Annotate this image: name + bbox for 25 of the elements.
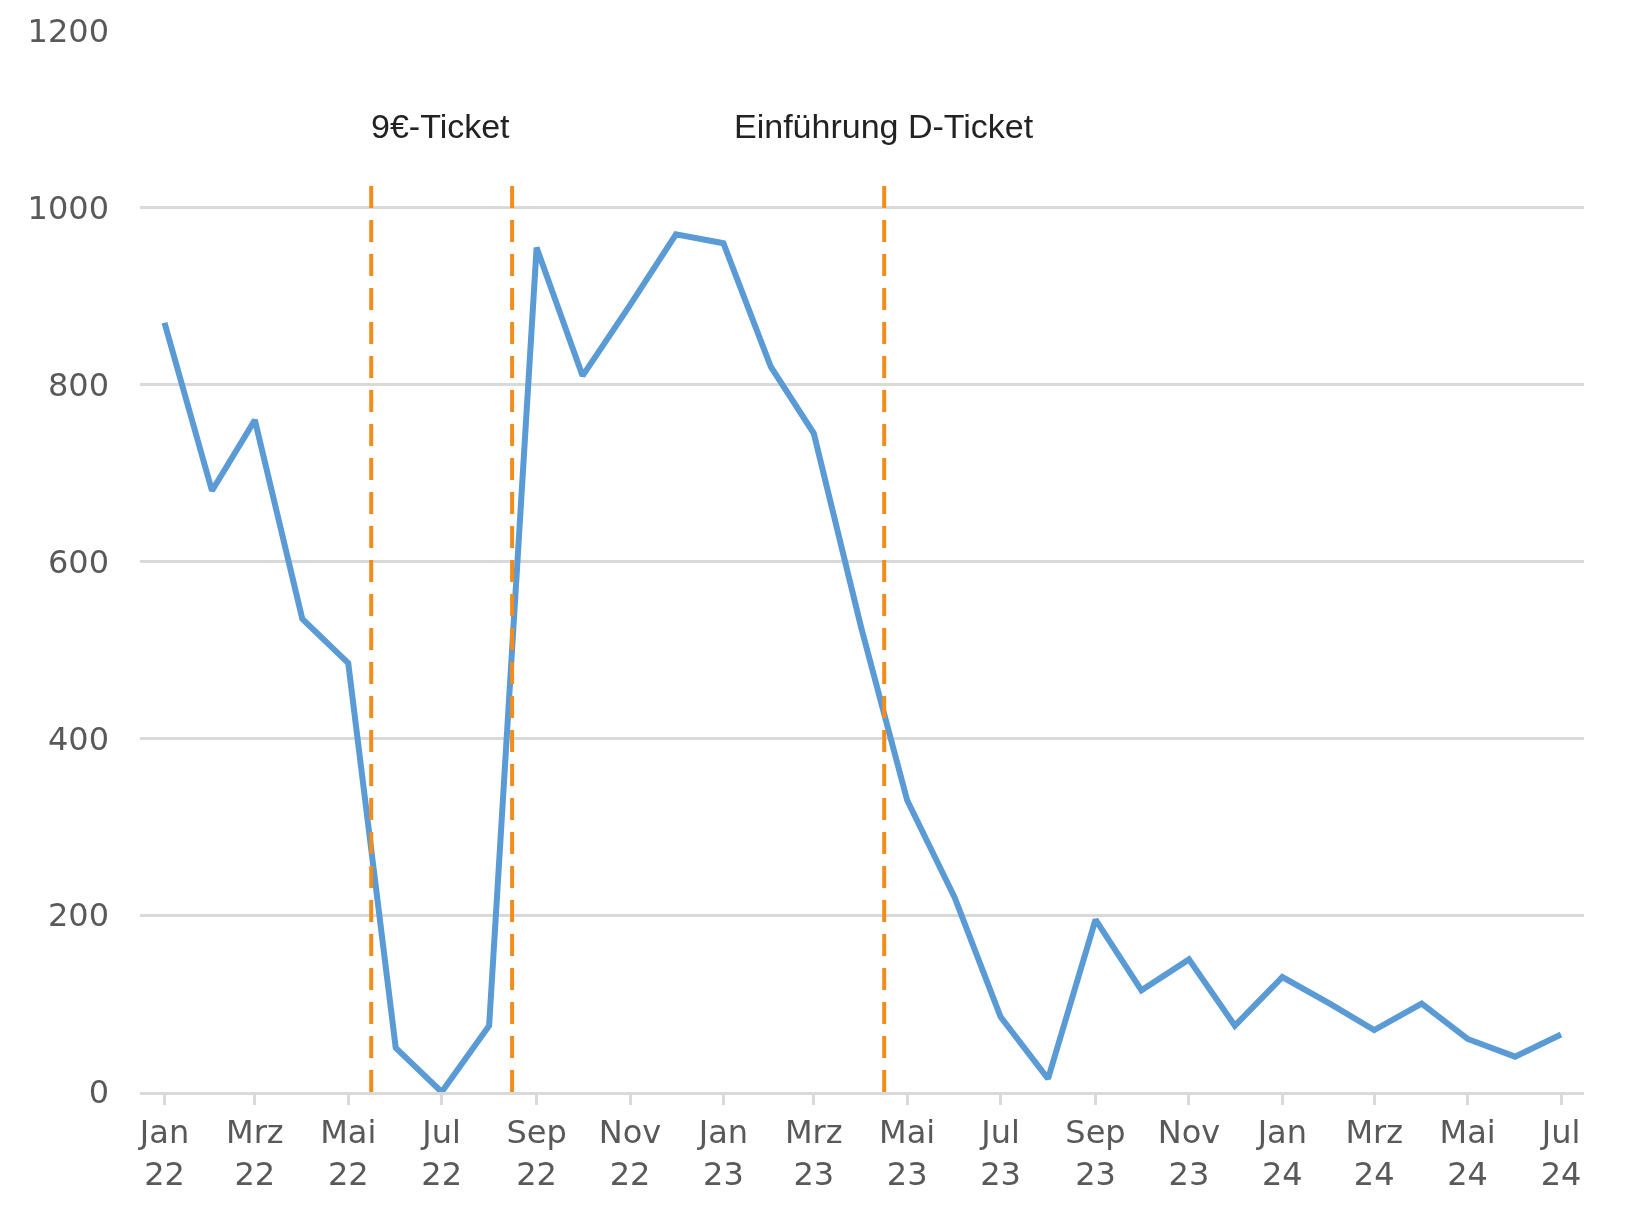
x-tick-label: Mrz 22 [226,1113,284,1193]
x-tick-label: Nov 22 [598,1113,662,1193]
ref-line-label: Einführung D-Ticket [734,107,1034,145]
y-tick-label: 400 [47,719,109,758]
y-tick-label: 800 [47,365,109,404]
x-tick-label: Sep 23 [1065,1113,1126,1193]
x-tick-label: Mai 23 [879,1113,936,1193]
x-tick-label: Jan 23 [696,1113,749,1193]
y-tick-label: 200 [47,896,109,935]
x-tick-label: Mai 24 [1439,1113,1496,1193]
annotation: 9€-Ticket [371,107,511,145]
x-tick-label: Nov 23 [1157,1113,1221,1193]
y-tick-label: 1000 [27,189,109,228]
y-tick-label: 1200 [27,12,109,51]
x-tick-label: Jan 22 [137,1113,190,1193]
x-tick-label: Jul 23 [979,1113,1021,1193]
x-tick-label: Sep 22 [506,1113,567,1193]
x-tick-label: Mrz 24 [1345,1113,1403,1193]
x-tick-label: Mai 22 [320,1113,377,1193]
x-tick-label: Jul 24 [1539,1113,1582,1193]
x-tick-label: Jul 22 [420,1113,463,1193]
y-tick-label: 600 [47,542,109,581]
y-tick-label: 0 [88,1073,109,1112]
x-tick-label: Jan 24 [1255,1113,1307,1193]
x-tick-label: Mrz 23 [784,1113,843,1193]
